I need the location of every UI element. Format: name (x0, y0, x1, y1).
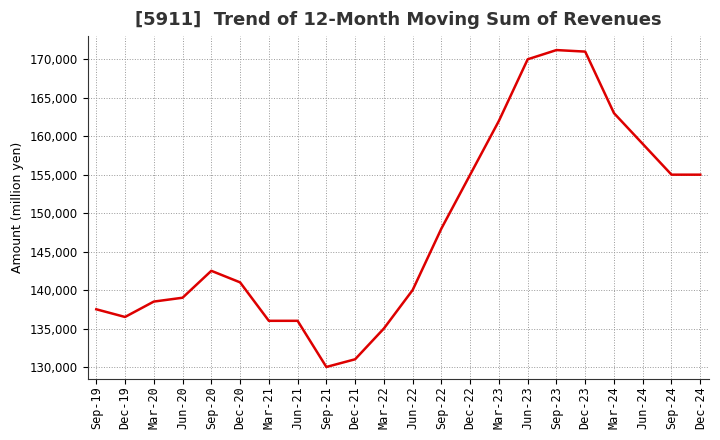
Title: [5911]  Trend of 12-Month Moving Sum of Revenues: [5911] Trend of 12-Month Moving Sum of R… (135, 11, 662, 29)
Y-axis label: Amount (million yen): Amount (million yen) (11, 142, 24, 273)
